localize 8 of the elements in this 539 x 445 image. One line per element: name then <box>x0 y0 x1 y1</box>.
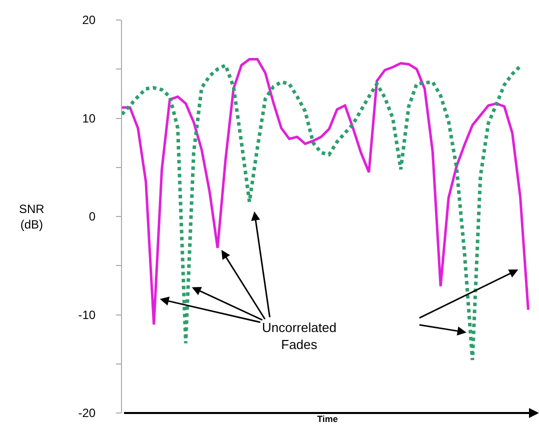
annotation: Uncorrelated Fades <box>262 320 336 352</box>
y-axis-title: SNR (dB) <box>19 202 45 232</box>
y-tick-label: 10 <box>82 111 96 126</box>
y-tick-label: -10 <box>78 308 96 322</box>
y-tick-label: 20 <box>82 13 96 28</box>
y-tick-label: -20 <box>78 406 96 420</box>
x-axis-title: Time <box>317 414 338 424</box>
y-tick-label: 0 <box>88 210 96 224</box>
